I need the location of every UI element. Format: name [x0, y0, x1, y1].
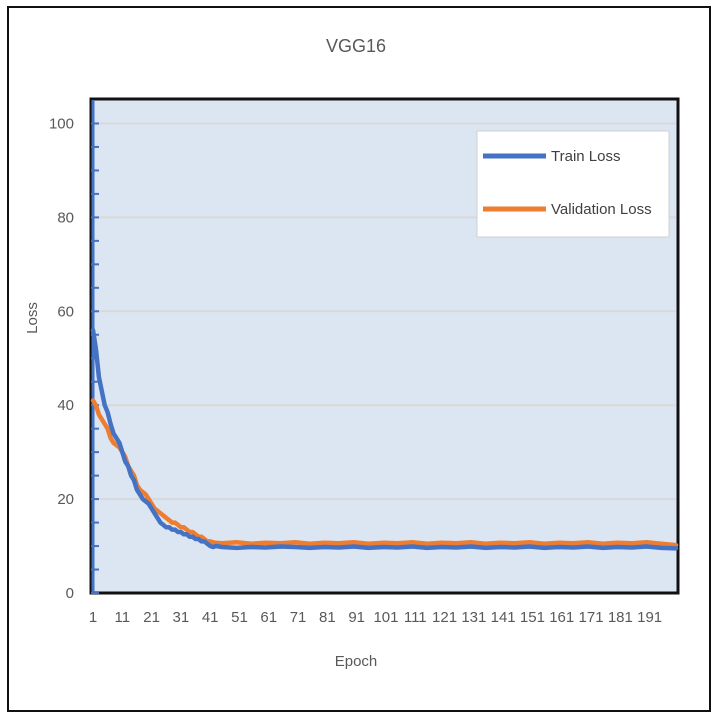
- x-tick-label: 81: [319, 609, 336, 626]
- legend-box: [476, 130, 670, 238]
- x-tick-label: 161: [549, 609, 574, 626]
- train-loss-line: [90, 327, 679, 551]
- x-tick-label: 71: [290, 609, 307, 626]
- x-tick-label: 61: [260, 609, 277, 626]
- x-tick-label: 141: [491, 609, 516, 626]
- x-tick-label: 191: [637, 609, 662, 626]
- y-tick-label: 0: [66, 585, 74, 602]
- chart-title: VGG16: [326, 36, 386, 56]
- y-axis-label: Loss: [24, 302, 41, 334]
- y-tick-label: 20: [57, 491, 74, 508]
- y-tick-label: 40: [57, 397, 74, 414]
- x-tick-label: 101: [373, 609, 398, 626]
- x-axis-ticks: 1 11 21 31 41 51 61 71 81 91 101 111 121 131 141 151 161…: [89, 609, 662, 626]
- legend-label-train: Train Loss: [551, 148, 620, 165]
- x-tick-label: 11: [115, 609, 131, 626]
- x-tick-label: 121: [432, 609, 457, 626]
- x-tick-label: 151: [520, 609, 545, 626]
- x-tick-label: 41: [202, 609, 219, 626]
- series-layer: [90, 327, 679, 551]
- y-tick-label: 100: [49, 115, 74, 132]
- legend: Train Loss Validation Loss: [476, 130, 670, 238]
- y-tick-label: 80: [57, 209, 74, 226]
- x-tick-label: 1: [89, 609, 97, 626]
- x-tick-label: 171: [579, 609, 604, 626]
- x-tick-label: 131: [461, 609, 486, 626]
- x-tick-label: 181: [608, 609, 633, 626]
- x-axis-label: Epoch: [335, 653, 378, 670]
- y-tick-label: 60: [57, 303, 74, 320]
- x-tick-label: 51: [231, 609, 248, 626]
- x-tick-label: 21: [143, 609, 160, 626]
- y-axis-ticks: 0 20 40 60 80 100: [49, 115, 74, 602]
- x-tick-label: 111: [404, 609, 427, 626]
- x-tick-label: 91: [348, 609, 365, 626]
- legend-label-validation: Validation Loss: [551, 201, 652, 218]
- x-tick-label: 31: [173, 609, 190, 626]
